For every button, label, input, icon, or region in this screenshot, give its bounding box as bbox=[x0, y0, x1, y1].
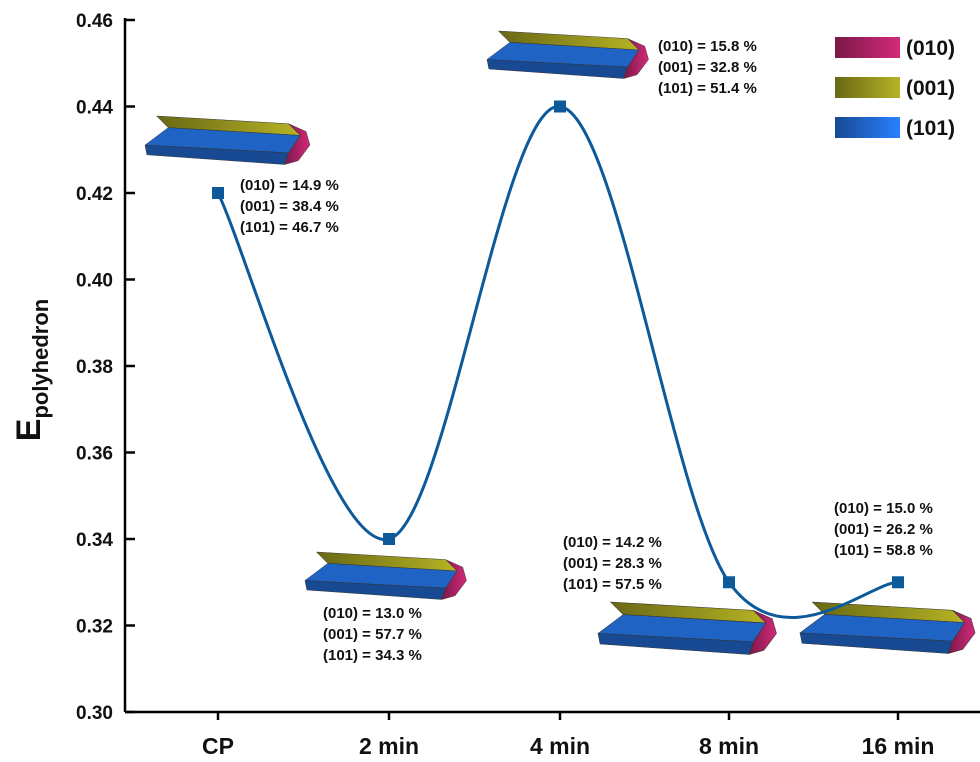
crystal bbox=[144, 115, 311, 165]
crystal-end bbox=[748, 610, 777, 655]
y-tick-label: 0.44 bbox=[76, 98, 113, 119]
y-axis-label: Epolyhedron bbox=[10, 299, 53, 441]
point bbox=[892, 576, 904, 589]
y-tick-label: 0.40 bbox=[76, 271, 113, 292]
annotation: (001) = 28.3 % bbox=[563, 555, 662, 572]
y-tick-label: 0.36 bbox=[76, 444, 113, 465]
annotation: (001) = 32.8 % bbox=[658, 59, 757, 76]
annotation: (101) = 34.3 % bbox=[323, 647, 422, 664]
line bbox=[216, 104, 899, 619]
annotation: (101) = 57.5 % bbox=[563, 576, 662, 593]
x-tick-label: 8 min bbox=[699, 733, 759, 759]
annotation: (101) = 46.7 % bbox=[240, 219, 339, 236]
crystal bbox=[799, 601, 976, 654]
annotation: (010) = 15.0 % bbox=[834, 500, 933, 517]
x-tick-label: 16 min bbox=[862, 733, 935, 759]
annotation: (010) = 13.0 % bbox=[323, 605, 422, 622]
y-tick-label: 0.32 bbox=[76, 617, 113, 638]
crystal-end bbox=[441, 559, 467, 600]
annotation: (001) = 26.2 % bbox=[834, 521, 933, 538]
legend-label: (010) bbox=[906, 37, 955, 60]
x-tick-label: CP bbox=[202, 733, 234, 759]
point bbox=[212, 187, 224, 199]
annotation: (101) = 51.4 % bbox=[658, 80, 757, 97]
crystal-end bbox=[623, 38, 649, 79]
annotation: (010) = 15.8 % bbox=[658, 38, 757, 55]
annotation: (001) = 38.4 % bbox=[240, 198, 339, 215]
point bbox=[554, 100, 566, 113]
y-tick-label: 0.34 bbox=[76, 530, 113, 551]
point bbox=[723, 576, 735, 589]
annotation: (010) = 14.2 % bbox=[563, 534, 662, 551]
annotation: (010) = 14.9 % bbox=[240, 177, 339, 194]
annotation: (101) = 58.8 % bbox=[834, 542, 933, 559]
legend-swatch bbox=[835, 77, 900, 98]
legend-swatch bbox=[835, 117, 900, 138]
crystal bbox=[597, 601, 777, 655]
y-tick-label: 0.46 bbox=[76, 11, 113, 32]
x-tick-label: 4 min bbox=[530, 733, 590, 759]
annotation: (001) = 57.7 % bbox=[323, 626, 422, 643]
legend-label: (001) bbox=[906, 77, 955, 100]
y-label-sub: polyhedron bbox=[28, 299, 53, 419]
crystal-end bbox=[284, 123, 311, 165]
crystal bbox=[486, 30, 649, 79]
y-tick-label: 0.30 bbox=[76, 703, 113, 724]
crystal bbox=[304, 551, 467, 600]
crystal-end bbox=[947, 610, 976, 654]
y-label-main: E bbox=[10, 419, 48, 442]
x-tick-label: 2 min bbox=[359, 733, 419, 759]
y-tick-label: 0.42 bbox=[76, 184, 113, 205]
legend-swatch bbox=[835, 37, 900, 58]
point bbox=[383, 533, 395, 545]
legend-label: (101) bbox=[906, 117, 955, 140]
y-tick-label: 0.38 bbox=[76, 357, 113, 378]
